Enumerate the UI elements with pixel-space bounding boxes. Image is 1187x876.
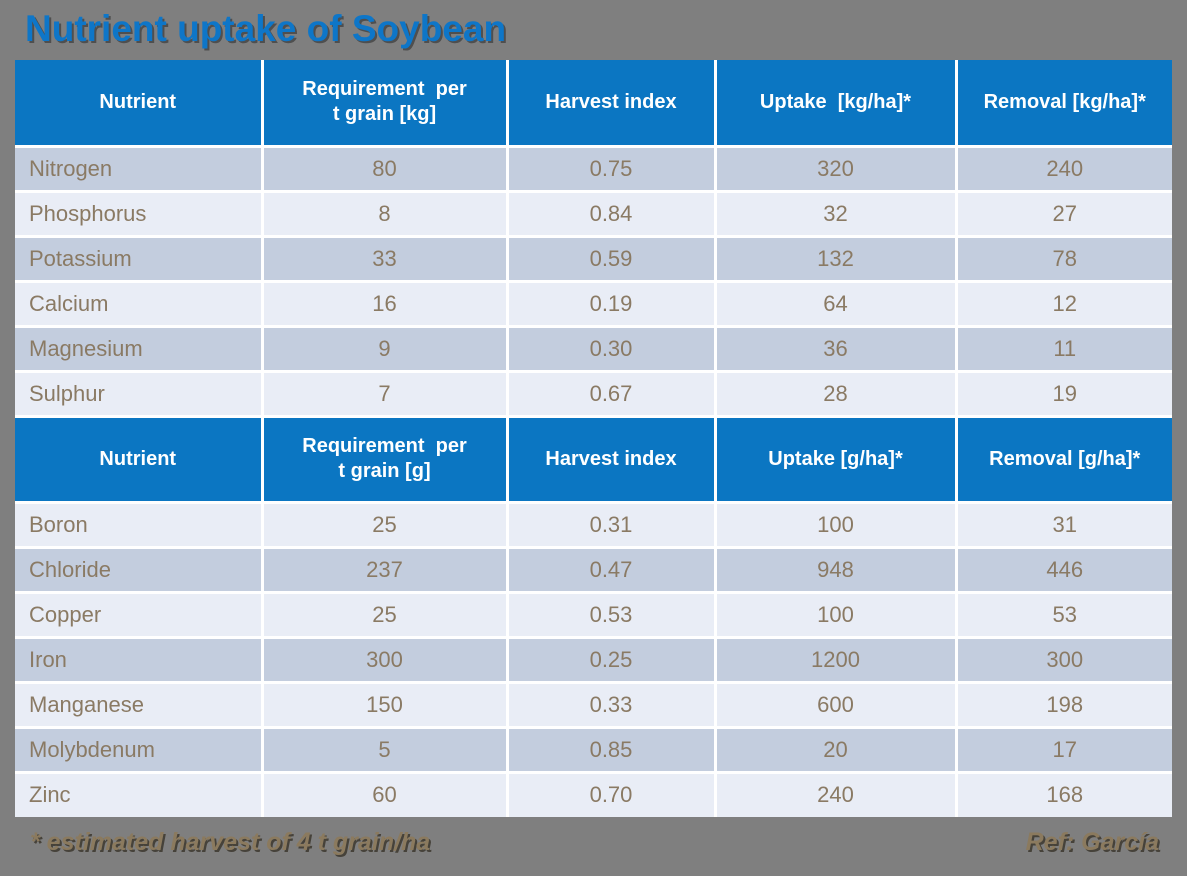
nutrient-name-cell: Chloride <box>13 545 264 594</box>
requirement-value-cell: 25 <box>260 590 509 639</box>
macro-header-row: Nutrient Requirement per t grain [kg] Ha… <box>13 58 1174 148</box>
requirement-value-cell: 150 <box>260 680 509 729</box>
uptake-value-cell: 1200 <box>713 635 958 684</box>
column-header-removal: Removal [kg/ha]* <box>954 58 1174 148</box>
removal-value-cell: 53 <box>954 590 1174 639</box>
nutrient-name-cell: Calcium <box>13 279 264 328</box>
column-header-harvest-index: Harvest index <box>505 58 717 148</box>
nutrient-name-cell: Molybdenum <box>13 725 264 774</box>
nutrient-name-cell: Phosphorus <box>13 189 264 238</box>
removal-value-cell: 17 <box>954 725 1174 774</box>
column-header-removal: Removal [g/ha]* <box>954 414 1174 504</box>
uptake-value-cell: 32 <box>713 189 958 238</box>
uptake-value-cell: 948 <box>713 545 958 594</box>
requirement-value-cell: 16 <box>260 279 509 328</box>
harvest-index-value-cell: 0.53 <box>505 590 717 639</box>
uptake-value-cell: 20 <box>713 725 958 774</box>
removal-value-cell: 198 <box>954 680 1174 729</box>
removal-value-cell: 446 <box>954 545 1174 594</box>
requirement-value-cell: 300 <box>260 635 509 684</box>
requirement-value-cell: 80 <box>260 144 509 193</box>
uptake-value-cell: 100 <box>713 500 958 549</box>
uptake-value-cell: 36 <box>713 324 958 373</box>
requirement-value-cell: 9 <box>260 324 509 373</box>
table-row-manganese: Manganese 150 0.33 600 198 <box>13 680 1174 729</box>
table-row-boron: Boron 25 0.31 100 31 <box>13 500 1174 549</box>
table-row-potassium: Potassium 33 0.59 132 78 <box>13 234 1174 283</box>
removal-value-cell: 19 <box>954 369 1174 418</box>
harvest-index-value-cell: 0.25 <box>505 635 717 684</box>
harvest-index-value-cell: 0.75 <box>505 144 717 193</box>
requirement-value-cell: 60 <box>260 770 509 819</box>
removal-value-cell: 11 <box>954 324 1174 373</box>
harvest-index-value-cell: 0.31 <box>505 500 717 549</box>
uptake-value-cell: 240 <box>713 770 958 819</box>
table-row-sulphur: Sulphur 7 0.67 28 19 <box>13 369 1174 418</box>
table-row-calcium: Calcium 16 0.19 64 12 <box>13 279 1174 328</box>
uptake-value-cell: 320 <box>713 144 958 193</box>
nutrient-name-cell: Copper <box>13 590 264 639</box>
column-header-nutrient: Nutrient <box>13 58 264 148</box>
nutrient-name-cell: Magnesium <box>13 324 264 373</box>
harvest-index-value-cell: 0.30 <box>505 324 717 373</box>
nutrient-name-cell: Iron <box>13 635 264 684</box>
harvest-index-value-cell: 0.47 <box>505 545 717 594</box>
column-header-requirement: Requirement per t grain [kg] <box>260 58 509 148</box>
table-row-iron: Iron 300 0.25 1200 300 <box>13 635 1174 684</box>
table-row-nitrogen: Nitrogen 80 0.75 320 240 <box>13 144 1174 193</box>
table-row-zinc: Zinc 60 0.70 240 168 <box>13 770 1174 819</box>
harvest-index-value-cell: 0.84 <box>505 189 717 238</box>
nutrient-name-cell: Manganese <box>13 680 264 729</box>
footnote: * estimated harvest of 4 t grain/ha <box>30 828 431 856</box>
uptake-value-cell: 64 <box>713 279 958 328</box>
nutrient-name-cell: Sulphur <box>13 369 264 418</box>
page-title: Nutrient uptake of Soybean <box>25 8 507 49</box>
table-row-phosphorus: Phosphorus 8 0.84 32 27 <box>13 189 1174 238</box>
requirement-value-cell: 33 <box>260 234 509 283</box>
requirement-value-cell: 5 <box>260 725 509 774</box>
nutrient-uptake-table: Nutrient Requirement per t grain [kg] Ha… <box>13 58 1174 819</box>
removal-value-cell: 78 <box>954 234 1174 283</box>
removal-value-cell: 31 <box>954 500 1174 549</box>
column-header-uptake: Uptake [g/ha]* <box>713 414 958 504</box>
column-header-uptake: Uptake [kg/ha]* <box>713 58 958 148</box>
requirement-value-cell: 237 <box>260 545 509 594</box>
uptake-value-cell: 28 <box>713 369 958 418</box>
table-row-chloride: Chloride 237 0.47 948 446 <box>13 545 1174 594</box>
nutrient-name-cell: Boron <box>13 500 264 549</box>
requirement-value-cell: 8 <box>260 189 509 238</box>
requirement-value-cell: 7 <box>260 369 509 418</box>
requirement-value-cell: 25 <box>260 500 509 549</box>
removal-value-cell: 300 <box>954 635 1174 684</box>
harvest-index-value-cell: 0.67 <box>505 369 717 418</box>
table-row-copper: Copper 25 0.53 100 53 <box>13 590 1174 639</box>
column-header-harvest-index: Harvest index <box>505 414 717 504</box>
micro-header-row: Nutrient Requirement per t grain [g] Har… <box>13 414 1174 504</box>
removal-value-cell: 168 <box>954 770 1174 819</box>
table-row-magnesium: Magnesium 9 0.30 36 11 <box>13 324 1174 373</box>
column-header-nutrient: Nutrient <box>13 414 264 504</box>
nutrient-name-cell: Zinc <box>13 770 264 819</box>
harvest-index-value-cell: 0.70 <box>505 770 717 819</box>
uptake-value-cell: 132 <box>713 234 958 283</box>
harvest-index-value-cell: 0.19 <box>505 279 717 328</box>
nutrient-name-cell: Potassium <box>13 234 264 283</box>
column-header-requirement: Requirement per t grain [g] <box>260 414 509 504</box>
uptake-value-cell: 600 <box>713 680 958 729</box>
removal-value-cell: 27 <box>954 189 1174 238</box>
harvest-index-value-cell: 0.85 <box>505 725 717 774</box>
nutrient-name-cell: Nitrogen <box>13 144 264 193</box>
harvest-index-value-cell: 0.59 <box>505 234 717 283</box>
removal-value-cell: 240 <box>954 144 1174 193</box>
harvest-index-value-cell: 0.33 <box>505 680 717 729</box>
table-row-molybdenum: Molybdenum 5 0.85 20 17 <box>13 725 1174 774</box>
reference: Ref: García <box>1025 828 1159 856</box>
uptake-value-cell: 100 <box>713 590 958 639</box>
removal-value-cell: 12 <box>954 279 1174 328</box>
